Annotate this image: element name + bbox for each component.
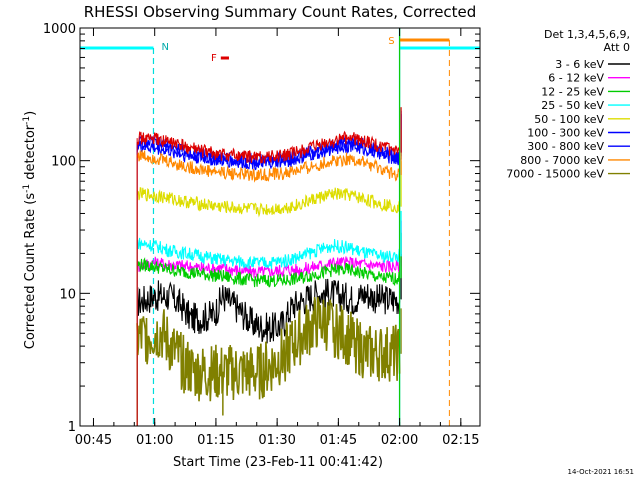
legend-label-6: 300 - 800 keV <box>527 140 604 153</box>
series-layer <box>136 28 402 426</box>
series-line-8 <box>136 296 401 402</box>
legend-label-5: 100 - 300 keV <box>527 127 604 140</box>
y-tick-label-0: 1 <box>68 420 76 435</box>
series-line-2 <box>136 257 401 288</box>
series-line-0 <box>136 278 401 344</box>
annotation-layer: N S F <box>161 36 394 64</box>
axis-ticks-layer: 00:45 01:00 01:15 01:30 01:45 02:00 02:15 1 10 10… <box>43 22 480 448</box>
x-tick-label-2: 01:15 <box>197 433 234 448</box>
flare-label: F <box>211 53 217 64</box>
x-tick-label-1: 01:00 <box>136 433 173 448</box>
legend-label-1: 6 - 12 keV <box>548 72 604 85</box>
legend-label-2: 12 - 25 keV <box>541 85 604 98</box>
y-tick-label-1: 10 <box>59 287 76 302</box>
legend-label-7: 800 - 7000 keV <box>520 154 604 167</box>
x-tick-label-3: 01:30 <box>258 433 295 448</box>
legend-label-3: 25 - 50 keV <box>541 99 604 112</box>
night-label: N <box>161 42 168 53</box>
series-line-9 <box>136 130 401 164</box>
legend-header-line-2: Att 0 <box>604 41 630 54</box>
series-line-3 <box>136 237 401 270</box>
y-axis-label: Corrected Count Rate (s-1 detector-1) <box>22 111 38 349</box>
x-tick-label-4: 01:45 <box>320 433 357 448</box>
series-line-7 <box>136 150 401 183</box>
legend-label-8: 7000 - 15000 keV <box>506 168 604 181</box>
x-tick-label-6: 02:15 <box>442 433 479 448</box>
series-line-4 <box>136 187 401 218</box>
legend-label-4: 50 - 100 keV <box>534 113 604 126</box>
x-tick-label-5: 02:00 <box>381 433 418 448</box>
render-timestamp: 14-Oct-2021 16:51 <box>568 468 634 476</box>
legend-label-0: 3 - 6 keV <box>555 58 604 71</box>
y-tick-label-3: 1000 <box>43 22 76 37</box>
saa-label: S <box>388 36 394 47</box>
x-tick-label-0: 00:45 <box>75 433 112 448</box>
legend-header-line-1: Det 1,3,4,5,6,9, <box>544 28 630 41</box>
chart-title: RHESSI Observing Summary Count Rates, Co… <box>84 3 477 21</box>
x-axis-label: Start Time (23-Feb-11 00:41:42) <box>173 455 383 470</box>
y-tick-label-2: 100 <box>51 155 76 170</box>
plot-frame <box>79 27 481 427</box>
